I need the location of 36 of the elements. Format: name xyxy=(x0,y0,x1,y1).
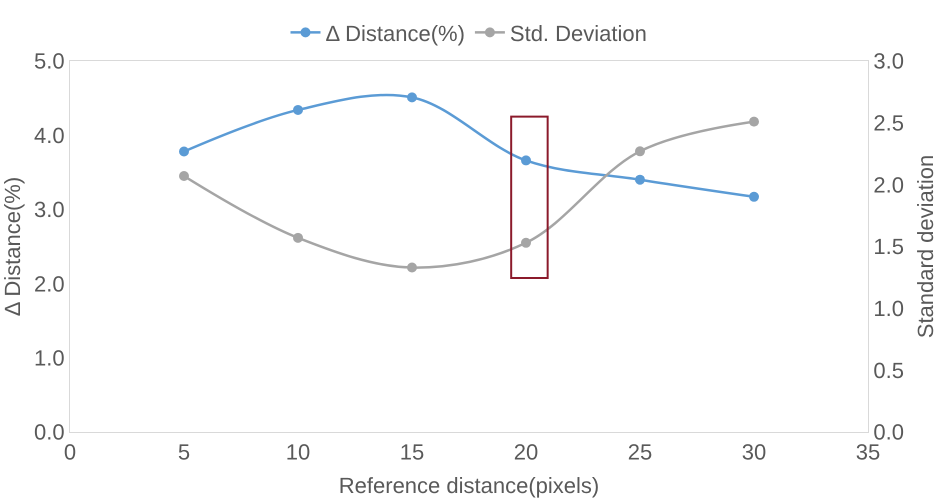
y-tick-label: 0.0 xyxy=(34,420,65,445)
x-tick-label: 10 xyxy=(286,439,310,464)
legend-label: Δ Distance(%) xyxy=(326,20,465,46)
point xyxy=(521,238,531,248)
y2-tick-label: 0.5 xyxy=(873,358,904,383)
point xyxy=(407,92,417,102)
x-tick-label: 0 xyxy=(64,439,76,464)
legend-label: Std. Deviation xyxy=(510,20,647,46)
point xyxy=(521,155,531,166)
point xyxy=(407,262,417,273)
point xyxy=(293,104,303,115)
y-axis-title: Δ Distance(%) xyxy=(0,176,25,316)
y2-tick-label: 3.0 xyxy=(873,48,904,74)
point xyxy=(635,146,645,156)
y2-tick-label: 1.5 xyxy=(873,234,904,260)
point xyxy=(635,174,645,185)
y-tick-label: 2.0 xyxy=(34,271,65,296)
point xyxy=(179,146,189,157)
y2-tick-label: 2.5 xyxy=(873,110,904,136)
y2-tick-label: 2.0 xyxy=(873,172,904,198)
x-tick-label: 30 xyxy=(742,439,766,464)
point xyxy=(179,171,189,182)
x-tick-label: 20 xyxy=(514,439,538,464)
x-axis-title: Reference distance(pixels) xyxy=(338,473,600,498)
y-tick-label: 3.0 xyxy=(34,197,65,222)
point xyxy=(749,192,759,202)
x-tick-label: 15 xyxy=(400,439,424,464)
x-tick-label: 25 xyxy=(628,439,652,464)
y2-tick-label: 1.0 xyxy=(873,296,904,322)
x-tick-label: 5 xyxy=(178,439,190,464)
y2-axis-title: Standard deviation xyxy=(913,154,938,338)
y-tick-label: 4.0 xyxy=(34,122,65,148)
y-tick-label: 1.0 xyxy=(34,346,65,370)
y-tick-label: 5.0 xyxy=(34,48,65,74)
point xyxy=(293,232,303,243)
point xyxy=(749,116,759,127)
